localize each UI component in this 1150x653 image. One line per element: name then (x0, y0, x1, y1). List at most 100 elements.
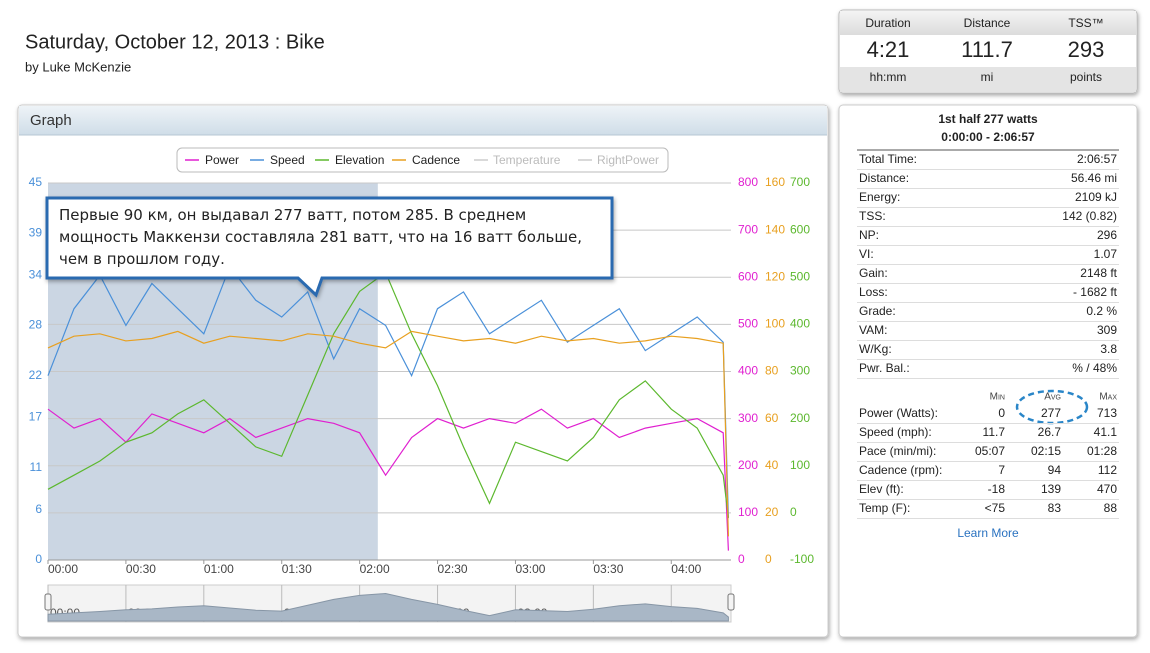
x-tick-label: 02:00 (360, 562, 390, 576)
y-tick-label: 200 (738, 458, 758, 472)
author: by Luke McKenzie (25, 59, 131, 74)
detail-label: Elev (ft): (859, 482, 904, 496)
x-tick-label: 04:00 (671, 562, 701, 576)
overview: 00:0000:3001:0001:3002:0002:3003:0003:30… (44, 585, 735, 622)
detail-value: 01:28 (1087, 444, 1117, 458)
overview-handle[interactable] (727, 593, 735, 611)
y-tick-label: 100 (790, 458, 810, 472)
graph-panel-header (19, 106, 827, 135)
stat-label: NP: (859, 228, 879, 242)
x-tick-label: 02:30 (438, 562, 468, 576)
y-tick-label: 28 (29, 318, 43, 332)
detail-value: 112 (1098, 463, 1117, 477)
callout-box (45, 196, 614, 298)
y-tick-label: 0 (790, 505, 797, 519)
y-tick-label: 6 (35, 502, 42, 516)
y-tick-label: 39 (29, 225, 43, 239)
stat-value: 2148 ft (1080, 266, 1117, 280)
x-tick-label: 00:00 (48, 562, 78, 576)
stat-label: TSS: (859, 209, 886, 223)
y-tick-label: 600 (738, 269, 758, 283)
detail-label: Speed (mph): (859, 425, 932, 439)
summary-unit: mi (981, 70, 994, 84)
callout: Первые 90 км, он выдавал 277 ватт, потом… (45, 196, 614, 298)
stat-value: 0.2 % (1086, 304, 1117, 318)
detail-value: 470 (1097, 482, 1117, 496)
stat-value: 296 (1097, 228, 1117, 242)
column-header: Min (990, 392, 1005, 403)
stat-label: Pwr. Bal.: (859, 361, 910, 375)
summary-footer (840, 67, 1136, 92)
detail-value: 88 (1104, 501, 1118, 515)
column-header: Max (1099, 392, 1117, 403)
stat-label: Grade: (859, 304, 896, 318)
overview-area (47, 592, 729, 622)
detail-value: 0 (998, 406, 1005, 420)
stat-value: 1.07 (1094, 247, 1118, 261)
y-tick-label: 17 (29, 410, 43, 424)
y-tick-label: 34 (29, 267, 43, 281)
stat-label: W/Kg: (859, 342, 892, 356)
y-tick-label: 60 (765, 411, 779, 425)
y-tick-label: 300 (738, 411, 758, 425)
detail-value: 7 (998, 463, 1005, 477)
stat-value: 2:06:57 (1077, 152, 1117, 166)
stat-label: Distance: (859, 171, 909, 185)
stat-label: Energy: (859, 190, 900, 204)
summary-value: 4:21 (867, 37, 910, 62)
summary-label: Distance (964, 16, 1011, 30)
summary-label: Duration (865, 16, 910, 30)
summary-unit: points (1070, 70, 1102, 84)
y-tick-label: 300 (790, 364, 810, 378)
stat-value: 3.8 (1100, 342, 1117, 356)
x-tick-label: 03:00 (515, 562, 545, 576)
summary-value: 111.7 (961, 37, 1013, 62)
stat-value: % / 48% (1072, 361, 1117, 375)
legend-label[interactable]: Speed (270, 153, 305, 167)
y-tick-label: 40 (765, 458, 779, 472)
y-tick-label: 500 (790, 269, 810, 283)
y-tick-label: 500 (738, 317, 758, 331)
series-line (47, 408, 729, 551)
stat-label: Gain: (859, 266, 888, 280)
y-tick-label: 100 (738, 505, 758, 519)
detail-value: <75 (985, 501, 1006, 515)
detail-value: 26.7 (1038, 425, 1062, 439)
legend-label-inactive[interactable]: Temperature (493, 153, 561, 167)
y-tick-label: 100 (765, 317, 785, 331)
y-tick-label: 140 (765, 222, 785, 236)
detail-value: 02:15 (1031, 444, 1061, 458)
stat-value: 2109 kJ (1075, 190, 1117, 204)
column-header: Avg (1044, 392, 1061, 403)
learn-more-link[interactable]: Learn More (957, 526, 1019, 540)
series-line (47, 271, 729, 518)
stat-value: 56.46 mi (1071, 171, 1117, 185)
detail-value: 11.7 (983, 425, 1006, 439)
y-tick-label: 160 (765, 175, 785, 189)
y-tick-label: -100 (790, 552, 814, 566)
y-tick-label: 80 (765, 364, 779, 378)
x-tick-label: 01:30 (282, 562, 312, 576)
stat-label: VAM: (859, 323, 887, 337)
detail-label: Pace (min/mi): (859, 444, 936, 458)
y-tick-label: 11 (30, 460, 43, 474)
summary-header (840, 11, 1136, 35)
legend-label[interactable]: Cadence (412, 153, 460, 167)
legend-label[interactable]: Elevation (335, 153, 384, 167)
overview-handle[interactable] (44, 593, 52, 611)
y-tick-label: 700 (790, 175, 810, 189)
detail-value: -18 (988, 482, 1006, 496)
callout-text-box: Первые 90 км, он выдавал 277 ватт, потом… (59, 206, 583, 268)
callout-text: Первые 90 км, он выдавал 277 ватт, потом… (59, 206, 583, 268)
legend-box (176, 147, 669, 173)
x-tick-label: 00:30 (126, 562, 156, 576)
y-tick-label: 700 (738, 222, 758, 236)
legend-label[interactable]: Power (205, 153, 239, 167)
y-tick-label: 0 (738, 552, 745, 566)
page-title: Saturday, October 12, 2013 : Bike (25, 31, 325, 53)
y-tick-label: 800 (738, 175, 758, 189)
summary-unit: hh:mm (870, 70, 907, 84)
legend-label-inactive[interactable]: RightPower (597, 153, 659, 167)
